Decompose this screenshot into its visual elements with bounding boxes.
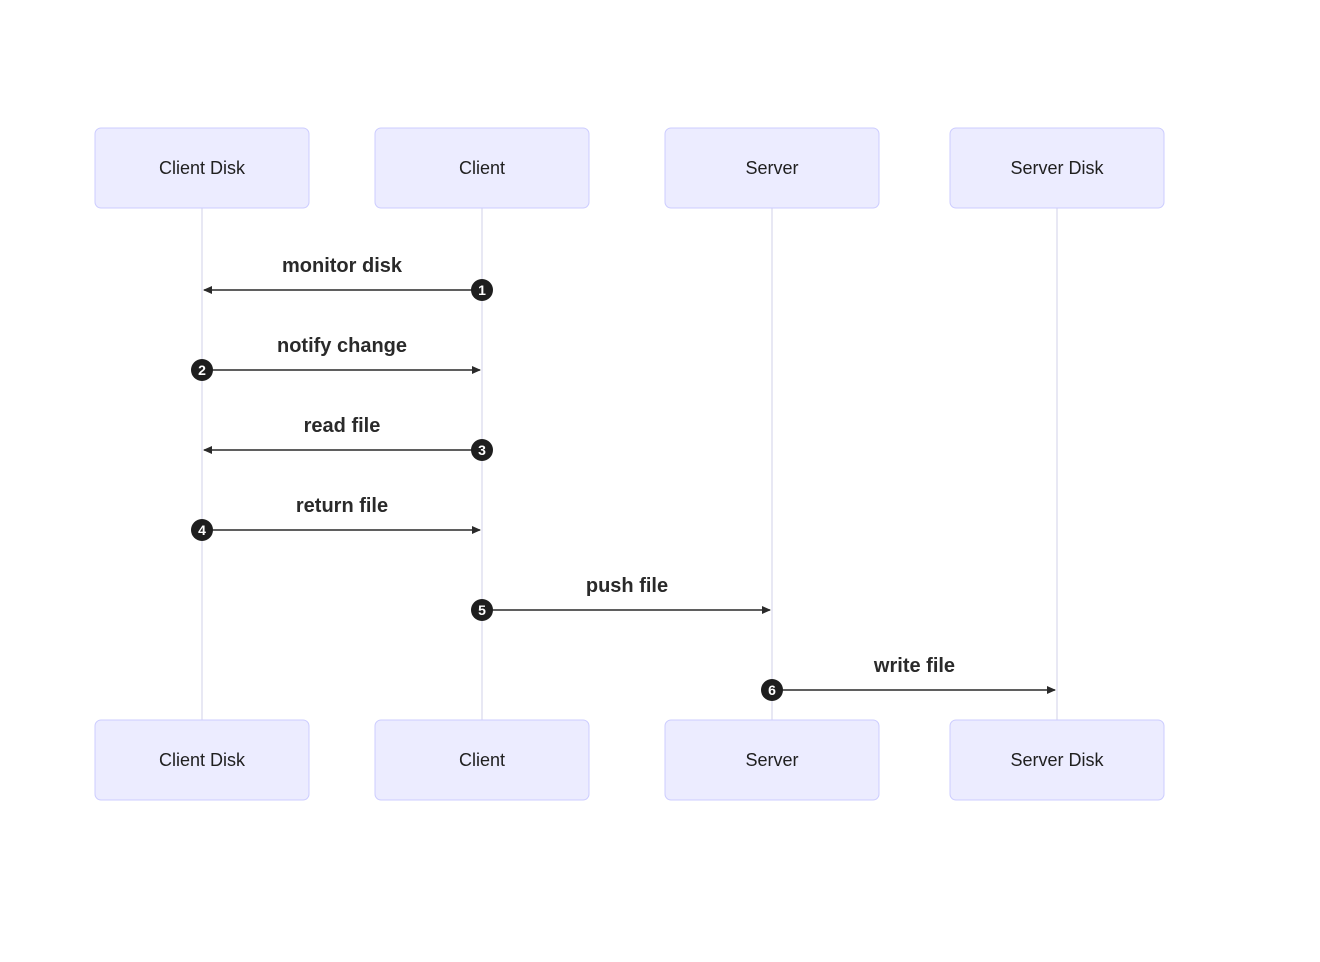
message-label: push file [586, 575, 668, 597]
sequence-badge-number: 4 [198, 522, 206, 538]
sequence-badge-number: 6 [768, 682, 776, 698]
message-1: monitor disk 1 [204, 255, 493, 301]
actor-server: Server [665, 128, 879, 208]
actor-client_disk: Client Disk [95, 128, 309, 208]
actor-server_disk: Server Disk [950, 720, 1164, 800]
message-label: return file [296, 495, 388, 517]
actor-label-server_disk: Server Disk [1010, 750, 1104, 770]
actor-client_disk: Client Disk [95, 720, 309, 800]
actor-client: Client [375, 128, 589, 208]
actor-label-server_disk: Server Disk [1010, 158, 1104, 178]
sequence-badge-number: 2 [198, 362, 206, 378]
sequence-badge-number: 3 [478, 442, 486, 458]
message-label: monitor disk [282, 255, 403, 277]
actor-label-client: Client [459, 750, 505, 770]
actor-label-server: Server [745, 158, 798, 178]
sequence-diagram: Client Disk Client Server Server Disk Clien… [0, 0, 1320, 962]
actor-client: Client [375, 720, 589, 800]
actor-label-client: Client [459, 158, 505, 178]
message-4: return file 4 [191, 495, 480, 541]
message-label: notify change [277, 335, 407, 357]
message-6: write file 6 [761, 655, 1055, 701]
message-5: push file 5 [471, 575, 770, 621]
sequence-badge-number: 1 [478, 282, 486, 298]
message-3: read file 3 [204, 415, 493, 461]
message-2: notify change 2 [191, 335, 480, 381]
actor-server: Server [665, 720, 879, 800]
message-label: read file [304, 415, 381, 437]
actor-label-server: Server [745, 750, 798, 770]
sequence-badge-number: 5 [478, 602, 486, 618]
message-label: write file [873, 655, 955, 677]
actor-label-client_disk: Client Disk [159, 750, 246, 770]
actor-label-client_disk: Client Disk [159, 158, 246, 178]
actor-server_disk: Server Disk [950, 128, 1164, 208]
